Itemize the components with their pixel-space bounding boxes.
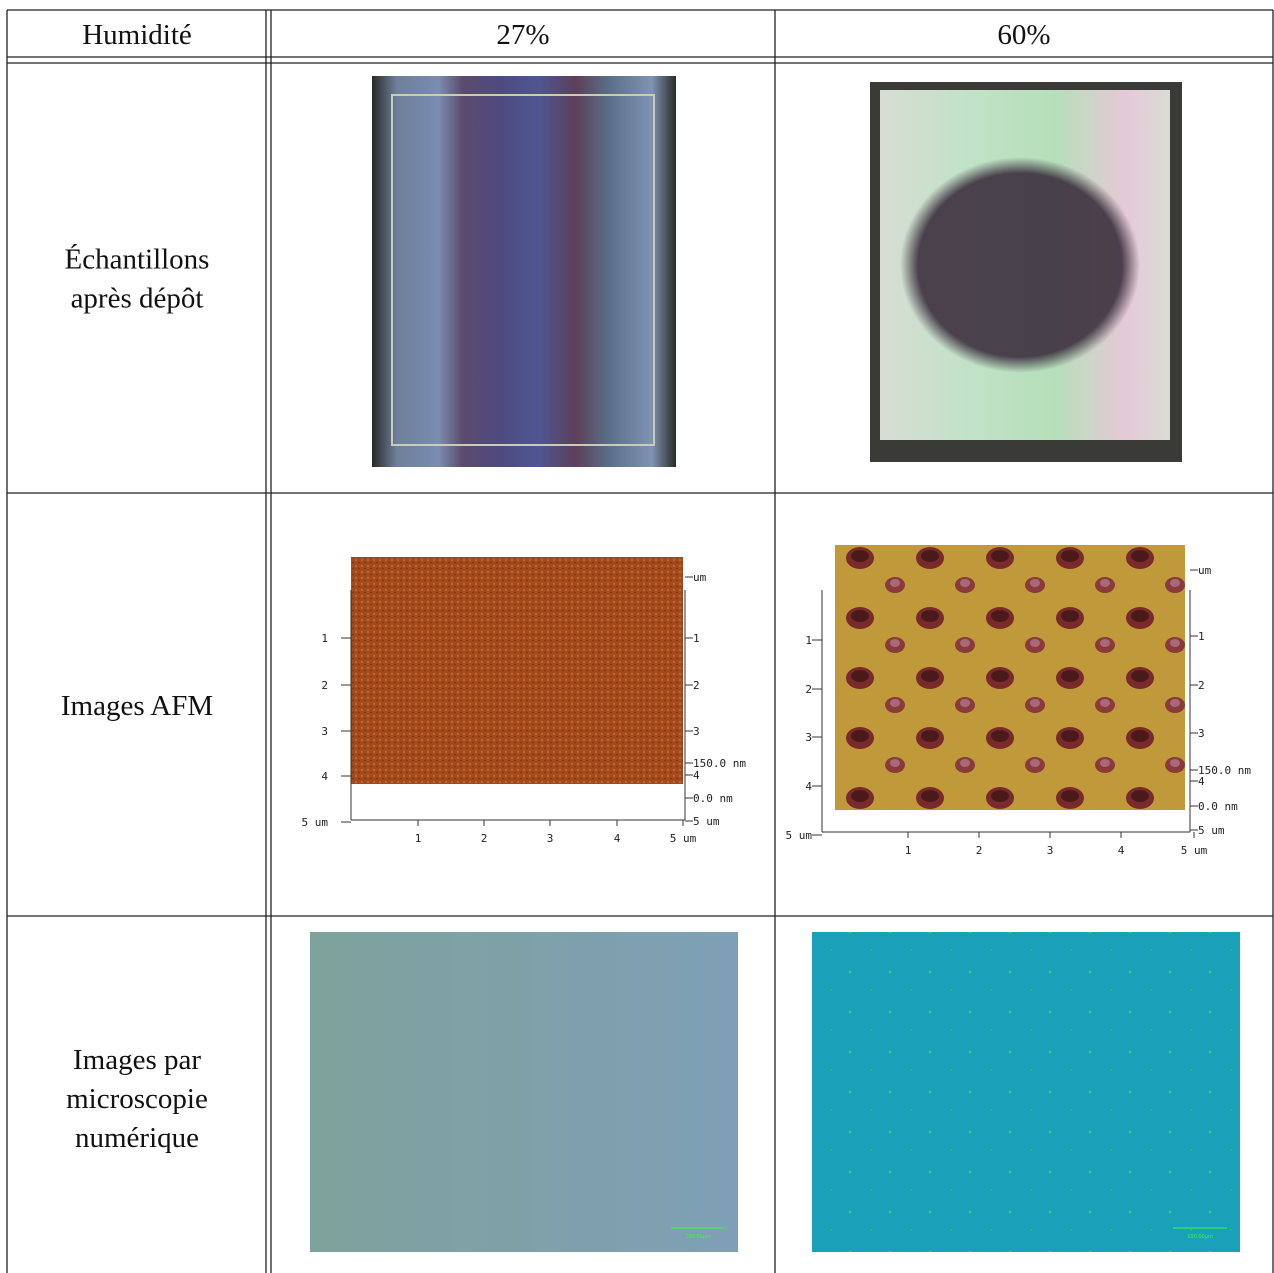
- afm-tick-label: 5 um: [1198, 824, 1225, 837]
- afm-tick-label: 3: [693, 725, 700, 738]
- afm-tick-label: 1: [321, 632, 328, 645]
- afm-tick-label: 4: [614, 832, 621, 845]
- afm-tick-label: 5 um: [670, 832, 697, 845]
- afm-tick-label: 5 um: [302, 816, 329, 829]
- row-label: Échantillons: [65, 243, 210, 276]
- microscope-image-27: [310, 932, 738, 1252]
- row-label: Images AFM: [61, 690, 213, 722]
- header-cell: Humidité: [82, 19, 192, 51]
- scale-bar-label: 100.00µm: [685, 1234, 711, 1240]
- afm-tick-label: 5 um: [1181, 844, 1208, 857]
- afm-image-27: [351, 557, 683, 784]
- afm-tick-label: um: [693, 571, 707, 584]
- afm-tick-label: 3: [1198, 727, 1205, 740]
- sample-photo-60: [870, 82, 1182, 462]
- table-rules: [6, 9, 1274, 1273]
- afm-tick-label: 1: [905, 844, 912, 857]
- afm-tick-label: 2: [693, 679, 700, 692]
- afm-tick-label: 1: [693, 632, 700, 645]
- row-label: après dépôt: [71, 283, 204, 315]
- afm-tick-label: 0.0 nm: [1198, 800, 1238, 813]
- afm-tick-label: 5 um: [786, 829, 813, 842]
- microscope-image-60: [812, 932, 1240, 1252]
- afm-axes: [812, 569, 1198, 838]
- header-cell: 60%: [997, 19, 1050, 51]
- afm-tick-label: 3: [547, 832, 554, 845]
- afm-tick-label: 4: [805, 780, 812, 793]
- afm-tick-label: 2: [976, 844, 983, 857]
- afm-tick-label: 1: [1198, 630, 1205, 643]
- afm-tick-label: 2: [321, 679, 328, 692]
- afm-tick-label: 3: [805, 731, 812, 744]
- afm-tick-label: um: [1198, 564, 1212, 577]
- afm-tick-label: 4: [321, 770, 328, 783]
- afm-tick-label: 2: [481, 832, 488, 845]
- sample-photo-27: [372, 76, 676, 467]
- afm-tick-label: 150.0 nm: [693, 757, 746, 770]
- afm-tick-label: 2: [1198, 679, 1205, 692]
- afm-tick-label: 1: [805, 634, 812, 647]
- afm-tick-label: 3: [321, 725, 328, 738]
- afm-tick-label: 5 um: [693, 815, 720, 828]
- afm-tick-label: 4: [1118, 844, 1125, 857]
- afm-axes: [341, 576, 693, 826]
- afm-tick-label: 3: [1047, 844, 1054, 857]
- afm-tick-label: 4: [693, 769, 700, 782]
- afm-tick-label: 0.0 nm: [693, 792, 733, 805]
- row-label: microscopie: [66, 1083, 208, 1115]
- header-cell: 27%: [496, 19, 549, 51]
- row-label: numérique: [75, 1122, 199, 1154]
- afm-image-60: [835, 545, 1185, 810]
- afm-tick-label: 1: [415, 832, 422, 845]
- row-label: Images par: [73, 1044, 201, 1076]
- scale-bar-label: 100.00µm: [1187, 1234, 1213, 1240]
- afm-tick-label: 150.0 nm: [1198, 764, 1251, 777]
- afm-tick-label: 4: [1198, 775, 1205, 788]
- afm-tick-label: 2: [805, 683, 812, 696]
